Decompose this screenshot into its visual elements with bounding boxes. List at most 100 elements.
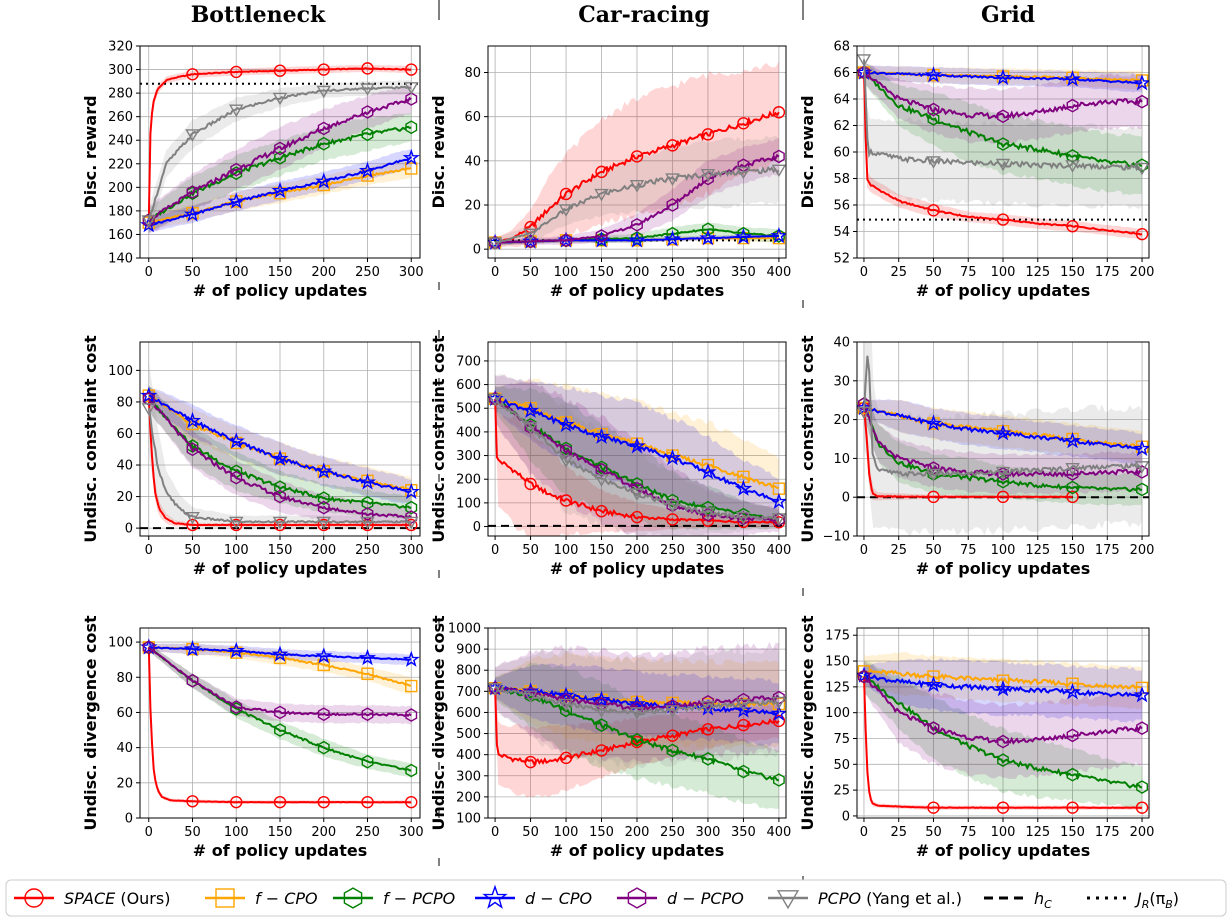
y-axis-label: Undisc. constraint cost — [429, 335, 448, 543]
band-dcpo — [148, 385, 412, 504]
marker-space — [559, 187, 573, 201]
marker-dpcpo — [186, 673, 199, 688]
marker-space — [1135, 801, 1149, 814]
x-tick-label: 200 — [311, 543, 336, 558]
marker-space — [317, 518, 330, 532]
marker-fpcpo — [1136, 482, 1149, 497]
marker-dcpo — [271, 645, 289, 662]
marker-dpcpo — [405, 708, 418, 722]
marker-pcpo — [594, 705, 609, 718]
marker-space — [996, 801, 1010, 814]
marker-dcpo — [663, 230, 682, 247]
marker-pcpo — [523, 422, 538, 435]
ticks: 0 25 50 75 100 125 150 175 200 0 25 50 75 100 125 150 17… — [825, 629, 1154, 840]
marker-space — [666, 139, 679, 152]
marker-dcpo — [1063, 431, 1082, 449]
x-tick-label: 300 — [399, 825, 424, 840]
marker-dcpo — [924, 414, 943, 431]
legend-frame — [5, 879, 1227, 917]
marker-pcpo — [771, 513, 786, 526]
marker-fpcpo — [666, 743, 679, 758]
y-tick-label: 300 — [108, 63, 133, 78]
series-line-dcpo — [863, 673, 1143, 698]
marker-space — [405, 63, 418, 76]
marker-dpcpo — [317, 121, 330, 136]
markers-dpcpo — [142, 640, 418, 722]
y-tick-label: 1000 — [448, 622, 481, 637]
panel-gr-divergence: 0 25 50 75 100 125 150 175 200 0 25 50 75 100 125 150 17… — [798, 615, 1154, 860]
plot-area — [140, 62, 420, 235]
y-tick-label: 300 — [456, 449, 481, 464]
x-tick-label: 150 — [268, 825, 293, 840]
x-tick-label: 250 — [355, 265, 380, 280]
column-title-car-racing: Car-racing — [578, 2, 709, 28]
marker-dpcpo — [361, 105, 374, 119]
y-tick-label: 100 — [108, 636, 133, 651]
marker-space — [186, 68, 199, 81]
band-dpcpo — [864, 661, 1142, 779]
x-tick-label: 0 — [860, 265, 868, 280]
legend-marker-fpcpo — [343, 887, 363, 909]
marker-dpcpo — [702, 694, 714, 709]
y-tick-label: 80 — [116, 671, 133, 686]
panel-bn-reward: 0 50 100 150 200 250 300 140 160 180 200 220 240 260 2… — [81, 40, 424, 301]
marker-pcpo — [1134, 162, 1149, 176]
marker-dcpo — [1133, 686, 1149, 703]
marker-dcpo — [271, 181, 289, 199]
marker-dcpo — [628, 437, 646, 454]
legend-entry-space: SPACE (Ours) — [14, 888, 170, 908]
marker-fcpo — [701, 458, 715, 472]
ticks: 0 50 100 150 200 250 300 350 400 0 20 40 60 80 — [464, 66, 791, 280]
marker-space — [361, 795, 374, 809]
marker-fpcpo — [1136, 780, 1149, 794]
marker-space — [1066, 490, 1079, 504]
markers-pcpo — [488, 683, 786, 720]
marker-fpcpo — [595, 718, 608, 733]
x-tick-label: 250 — [660, 265, 685, 280]
marker-pcpo — [665, 500, 680, 513]
legend-label-hc: hC — [1034, 889, 1052, 911]
y-tick-label: 40 — [833, 336, 850, 351]
legend-marker-pcpo — [776, 890, 800, 910]
legend-label-dcpo: d − CPO — [525, 889, 592, 908]
plot-area — [857, 342, 1149, 536]
y-tick-label: 280 — [108, 87, 133, 102]
y-tick-label: 160 — [108, 228, 133, 243]
legend-label-space: SPACE (Ours) — [64, 889, 170, 908]
marker-dcpo — [315, 172, 333, 189]
series-line-pcpo — [147, 408, 412, 524]
marker-space — [186, 518, 199, 532]
marker-dcpo — [1133, 439, 1149, 457]
marker-dpcpo — [361, 707, 374, 722]
marker-space — [701, 723, 715, 736]
x-tick-label: 125 — [1025, 543, 1050, 558]
series-line-dpcpo — [147, 398, 412, 519]
marker-fpcpo — [997, 474, 1009, 489]
series-line-fpcpo — [863, 71, 1143, 169]
markers-pcpo — [141, 403, 419, 530]
marker-fpcpo — [666, 493, 679, 508]
marker-fpcpo — [361, 495, 374, 510]
x-tick-label: 200 — [1130, 825, 1155, 840]
y-axis-label: Undisc. divergence cost — [429, 615, 448, 831]
marker-space — [230, 795, 243, 809]
marker-pcpo — [488, 237, 503, 251]
marker-dpcpo — [1066, 728, 1079, 743]
marker-pcpo — [926, 468, 941, 482]
series-line-space — [863, 407, 1073, 499]
marker-pcpo — [700, 701, 716, 714]
x-tick-label: 175 — [1095, 825, 1120, 840]
x-tick-label: 100 — [224, 265, 249, 280]
series-line-space — [147, 647, 412, 804]
marker-dpcpo — [666, 198, 679, 212]
y-tick-label: 200 — [456, 790, 481, 805]
marker-dcpo — [1063, 70, 1082, 87]
marker-dpcpo — [997, 109, 1009, 124]
y-tick-label: 60 — [464, 110, 481, 125]
series-line-pcpo — [494, 165, 780, 244]
marker-pcpo — [403, 516, 419, 530]
marker-space — [737, 117, 750, 130]
x-tick-label: 75 — [960, 265, 977, 280]
x-tick-label: 50 — [522, 265, 539, 280]
marker-fpcpo — [1066, 767, 1079, 782]
